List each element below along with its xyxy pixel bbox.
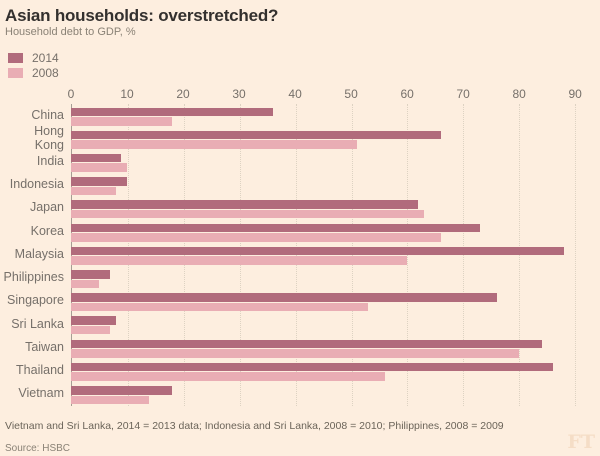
bar-2014-sri-lanka [71, 316, 116, 325]
legend-label-2008: 2008 [32, 65, 59, 80]
chart-row-vietnam: Vietnam [5, 383, 592, 406]
x-tick-label-40: 40 [288, 87, 302, 101]
chart-row-taiwan: Taiwan [5, 336, 592, 359]
x-axis-tick-labels: 0 10 20 30 40 50 60 70 80 90 [67, 87, 592, 101]
x-tick-label-50: 50 [344, 87, 358, 101]
bar-pair [71, 383, 592, 406]
country-label: India [36, 154, 64, 169]
bar-pair [71, 290, 592, 313]
bar-2014-philippines [71, 270, 111, 279]
chart-row-singapore: Singapore [5, 290, 592, 313]
bar-pair [71, 174, 592, 197]
chart-row-philippines: Philippines [3, 267, 592, 290]
country-label: Indonesia [9, 177, 64, 192]
country-label: Hong Kong [34, 123, 64, 152]
legend: 2014 2008 [5, 50, 592, 80]
x-tick-label-0: 0 [67, 87, 75, 101]
chart-row-malaysia: Malaysia [5, 243, 592, 266]
x-tick-label-80: 80 [512, 87, 526, 101]
bar-2014-china [71, 107, 273, 116]
bar-pair [71, 104, 592, 127]
bar-2014-singapore [71, 293, 497, 302]
bar-2014-hong-kong [71, 130, 441, 140]
country-label: Singapore [7, 293, 64, 308]
gridline-90 [575, 104, 577, 406]
chart-row-india: India [5, 150, 592, 173]
plot-body: China Hong Kong India Indonesia Japan Korea Ma… [3, 104, 592, 406]
legend-item-2008: 2008 [5, 65, 592, 80]
bar-pair [71, 336, 592, 359]
chart-row-thailand: Thailand [5, 359, 592, 382]
footnote: Vietnam and Sri Lanka, 2014 = 2013 data;… [5, 420, 504, 432]
bar-2008-malaysia [71, 256, 408, 265]
bar-2008-philippines [71, 279, 99, 289]
bar-2008-india [71, 163, 128, 172]
chart-row-sri-lanka: Sri Lanka [5, 313, 592, 336]
chart-row-hong-kong: Hong Kong [5, 123, 592, 152]
x-tick-label-30: 30 [232, 87, 246, 101]
country-label: Taiwan [25, 339, 64, 354]
country-label: Thailand [16, 363, 64, 378]
bar-2014-taiwan [71, 339, 542, 349]
bar-2014-japan [71, 200, 419, 209]
country-label: Japan [29, 200, 64, 215]
ft-logo: FT [567, 431, 595, 453]
x-tick-label-70: 70 [456, 87, 470, 101]
x-tick-label-90: 90 [568, 87, 582, 101]
x-tick-label-60: 60 [400, 87, 414, 101]
bar-2014-malaysia [71, 246, 564, 256]
bar-2008-thailand [71, 372, 385, 381]
bar-pair [71, 313, 592, 336]
legend-swatch-2008 [8, 67, 23, 78]
chart-row-china: China [5, 104, 592, 127]
legend-item-2014: 2014 [5, 50, 592, 65]
chart-title: Asian households: overstretched? [5, 6, 279, 25]
x-tick-label-10: 10 [120, 87, 134, 101]
bar-pair [71, 127, 592, 150]
x-tick-label-20: 20 [176, 87, 190, 101]
bar-2008-singapore [71, 302, 368, 312]
bar-pair [71, 150, 592, 173]
country-label: Malaysia [14, 246, 64, 261]
country-label: Sri Lanka [11, 316, 64, 331]
chart-row-japan: Japan [5, 197, 592, 220]
bar-2008-taiwan [71, 349, 520, 358]
bar-2014-thailand [71, 362, 553, 372]
country-label: Vietnam [18, 386, 64, 401]
bar-2014-korea [71, 223, 480, 233]
bar-pair [71, 220, 592, 243]
bar-2008-korea [71, 233, 441, 242]
country-label: Philippines [3, 270, 64, 285]
bar-pair [71, 267, 592, 290]
source-label: Source: HSBC [5, 443, 71, 454]
bar-2008-sri-lanka [71, 325, 111, 335]
bar-pair [71, 359, 592, 382]
bar-pair [71, 243, 592, 266]
chart-row-indonesia: Indonesia [5, 174, 592, 197]
bar-2008-hong-kong [71, 140, 357, 149]
bar-2008-japan [71, 209, 424, 219]
bar-2014-indonesia [71, 177, 128, 186]
legend-label-2014: 2014 [32, 50, 59, 65]
bar-2008-indonesia [71, 186, 116, 196]
bar-2008-vietnam [71, 395, 150, 405]
bar-pair [71, 197, 592, 220]
bar-2008-china [71, 117, 172, 126]
bar-2014-vietnam [71, 386, 172, 395]
bar-2014-india [71, 153, 122, 163]
legend-swatch-2014 [8, 52, 23, 63]
country-label: Korea [30, 223, 64, 238]
chart-subtitle: Household debt to GDP, % [5, 26, 136, 38]
chart-row-korea: Korea [5, 220, 592, 243]
country-label: China [31, 107, 64, 122]
plot-rows: China Hong Kong India Indonesia Japan Korea Ma… [3, 104, 592, 406]
